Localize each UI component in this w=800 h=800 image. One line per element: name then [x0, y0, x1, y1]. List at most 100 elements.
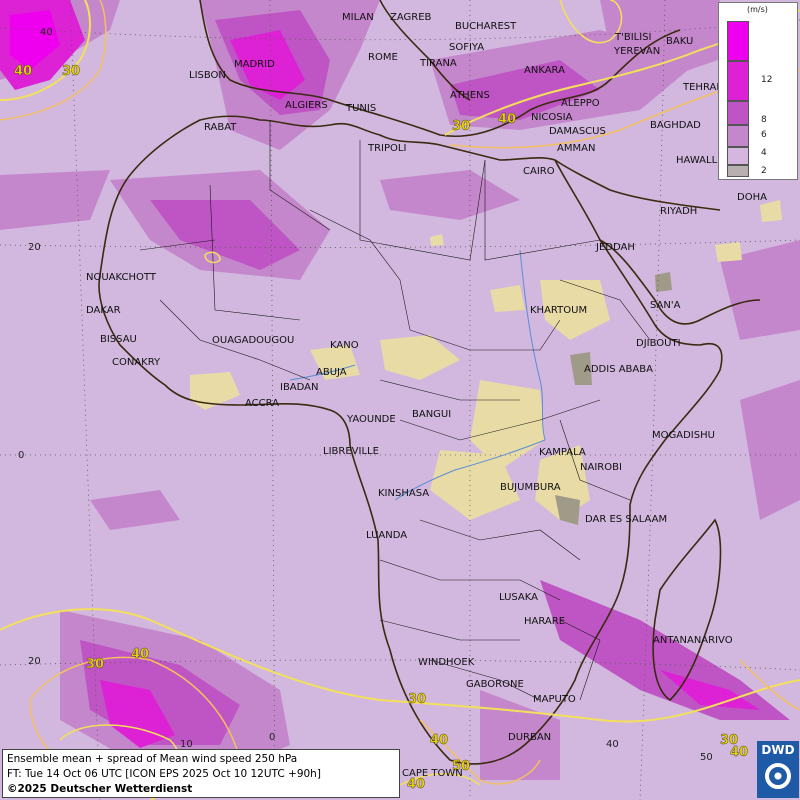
contour-label: 40 — [131, 647, 149, 662]
city-label: MOGADISHU — [652, 430, 715, 441]
city-label: BANGUI — [412, 409, 451, 420]
color-legend: (m/s) 12 8 6 4 2 — [718, 2, 798, 180]
contour-label: 30 — [62, 64, 80, 79]
city-label: LIBREVILLE — [323, 446, 379, 457]
city-label: RIYADH — [660, 206, 697, 217]
city-label: TIRANA — [419, 58, 457, 69]
city-label: BAGHDAD — [650, 120, 701, 131]
caption-forecast-time: FT: Tue 14 Oct 06 UTC [ICON EPS 2025 Oct… — [7, 768, 321, 780]
lon-label: 40 — [606, 739, 619, 750]
city-label: BAKU — [666, 36, 693, 47]
city-label: SAN'A — [650, 300, 681, 311]
contour-label: 30 — [452, 119, 470, 134]
city-label: DURBAN — [508, 732, 551, 743]
contour-label: 40 — [430, 733, 448, 748]
city-label: DJIBOUTI — [636, 338, 681, 349]
city-label: SOFIYA — [449, 42, 484, 53]
country-borders — [139, 120, 651, 701]
lat-label: 0 — [18, 450, 24, 461]
low-spread-areas — [190, 200, 782, 520]
city-label: ALGIERS — [285, 100, 328, 111]
city-label: ZAGREB — [390, 12, 432, 23]
city-label: ANKARA — [524, 65, 565, 76]
gray-spread-areas — [555, 272, 672, 525]
grid-labels: 40 20 0 20 0 10 40 50 — [18, 27, 713, 763]
city-label: OUAGADOUGOU — [212, 335, 294, 346]
city-label: BISSAU — [100, 334, 137, 345]
contour-label: 40 — [730, 745, 748, 760]
city-label: HARARE — [524, 616, 565, 627]
legend-tick: 6 — [761, 130, 767, 140]
legend-swatch — [727, 21, 749, 61]
city-label: KAMPALA — [539, 447, 586, 458]
city-label: BUJUMBURA — [500, 482, 561, 493]
city-label: MILAN — [342, 12, 374, 23]
lon-label: 10 — [180, 739, 193, 750]
city-label: MADRID — [234, 59, 275, 70]
city-label: YEREVAN — [613, 46, 660, 57]
dwd-logo: DWD — [757, 741, 799, 798]
wind-shading — [0, 0, 800, 780]
legend-swatch — [727, 125, 749, 147]
city-label: LUSAKA — [499, 592, 538, 603]
legend-swatch — [727, 61, 749, 101]
city-label: AMMAN — [557, 143, 595, 154]
map-caption: Ensemble mean + spread of Mean wind spee… — [2, 749, 400, 798]
city-label: BUCHAREST — [455, 21, 517, 32]
legend-tick: 12 — [761, 75, 773, 85]
lon-label: 0 — [269, 732, 275, 743]
city-label: TEHRAN — [682, 82, 724, 93]
city-label: RABAT — [204, 122, 237, 133]
city-label: MAPUTO — [533, 694, 576, 705]
city-label: DOHA — [737, 192, 767, 203]
contour-label: 40 — [14, 64, 32, 79]
city-label: DAKAR — [86, 305, 121, 316]
city-label: NAIROBI — [580, 462, 622, 473]
legend-swatch — [727, 147, 749, 165]
legend-swatch — [727, 101, 749, 125]
contour-label: 30 — [86, 657, 104, 672]
contour-label: 40 — [407, 777, 425, 792]
contour-label: 30 — [408, 692, 426, 707]
legend-tick: 8 — [761, 115, 767, 125]
legend-tick: 4 — [761, 148, 767, 158]
city-labels: MILAN ZAGREB BUCHAREST T'BILISI BAKU YER… — [86, 12, 767, 779]
city-label: CAIRO — [523, 166, 555, 177]
city-label: TUNIS — [345, 103, 376, 114]
dwd-logo-text: DWD — [761, 743, 795, 757]
city-label: KANO — [330, 340, 359, 351]
contour-label: 40 — [498, 112, 516, 127]
lat-label: 20 — [28, 656, 41, 667]
city-label: TRIPOLI — [367, 143, 406, 154]
city-label: DAR ES SALAAM — [585, 514, 667, 525]
contour-label: 30 — [720, 733, 738, 748]
caption-title: Ensemble mean + spread of Mean wind spee… — [7, 753, 298, 765]
city-label: LUANDA — [366, 530, 407, 541]
caption-copyright: ©2025 Deutscher Wetterdienst — [7, 783, 193, 795]
city-label: NICOSIA — [531, 112, 573, 123]
city-label: KHARTOUM — [530, 305, 587, 316]
contour-label: 50 — [452, 759, 470, 774]
legend-tick: 2 — [761, 166, 767, 176]
city-label: KINSHASA — [378, 488, 429, 499]
city-label: CONAKRY — [112, 357, 161, 368]
legend-swatch — [727, 165, 749, 177]
city-label: NOUAKCHOTT — [86, 272, 157, 283]
coastlines — [98, 0, 761, 765]
city-label: ACCRA — [245, 398, 279, 409]
city-label: ALEPPO — [561, 98, 600, 109]
city-label: ABUJA — [316, 367, 347, 378]
city-label: IBADAN — [280, 382, 319, 393]
city-label: ROME — [368, 52, 398, 63]
legend-unit: (m/s) — [747, 5, 768, 14]
city-label: T'BILISI — [614, 32, 651, 43]
city-label: ADDIS ABABA — [584, 364, 653, 375]
lon-label: 50 — [700, 752, 713, 763]
lat-label: 40 — [40, 27, 53, 38]
lat-label: 20 — [28, 242, 41, 253]
city-label: LISBON — [189, 70, 226, 81]
city-label: JEDDAH — [595, 242, 635, 253]
city-label: ANTANANARIVO — [653, 635, 733, 646]
